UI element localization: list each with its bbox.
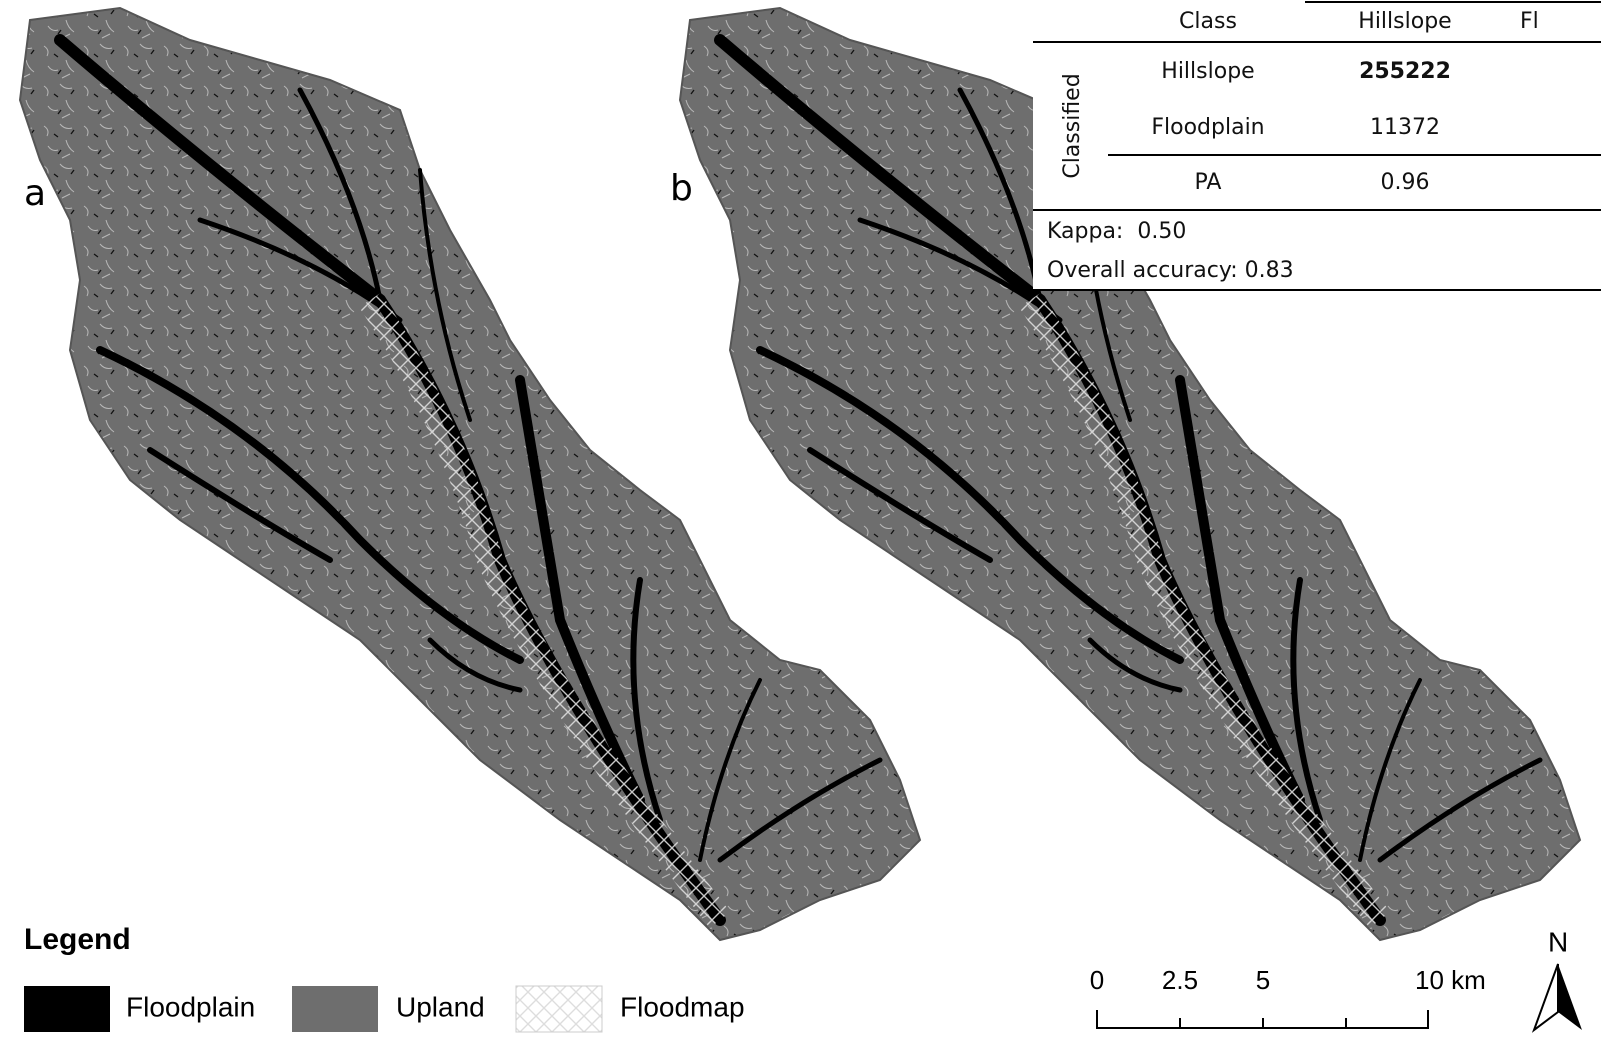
legend-swatch [24, 986, 110, 1032]
legend-label: Floodmap [620, 991, 745, 1022]
row-label: PA [1195, 170, 1222, 195]
scale-bar: 0 2.5 5 10 km [1090, 965, 1486, 1029]
table-header: Hillslope [1358, 9, 1451, 34]
overall-accuracy: Overall accuracy: 0.83 [1047, 258, 1294, 283]
legend-label: Floodplain [126, 991, 255, 1022]
legend-swatch [515, 985, 603, 1033]
row-label: Hillslope [1161, 59, 1254, 84]
scale-label: 5 [1256, 965, 1270, 995]
kappa: Kappa: 0.50 [1047, 219, 1186, 244]
legend-label: Upland [396, 991, 485, 1022]
scale-label: 2.5 [1162, 965, 1198, 995]
north-arrow: N [1531, 926, 1582, 1033]
table-cell: 11372 [1370, 115, 1440, 140]
table-header: Class [1179, 9, 1237, 34]
row-group-label: Classified [1060, 73, 1085, 178]
north-label: N [1548, 926, 1568, 957]
panel-label: a [24, 173, 46, 214]
legend-swatch [292, 986, 378, 1032]
scale-label: 0 [1090, 965, 1104, 995]
table-cell: 0.96 [1381, 170, 1430, 195]
row-label: Floodplain [1151, 115, 1264, 140]
table-cell: 255222 [1359, 59, 1451, 84]
legend-title: Legend [24, 923, 131, 956]
legend: Legend Floodplain Upland Floodmap [24, 923, 745, 1033]
accuracy-table: Class Hillslope Fl Classified Hillslope … [1033, 0, 1601, 291]
table-header: Fl [1520, 9, 1539, 34]
scale-label: 10 km [1415, 965, 1486, 995]
panel-label: b [670, 168, 693, 209]
